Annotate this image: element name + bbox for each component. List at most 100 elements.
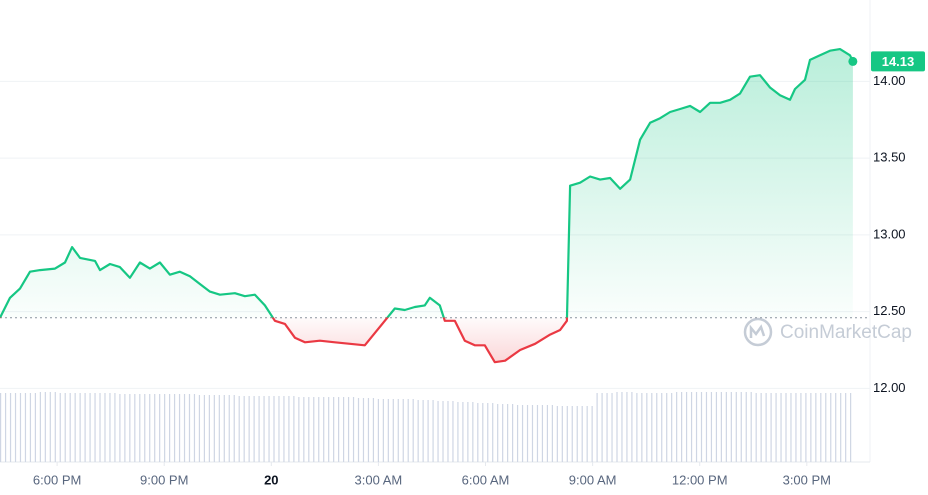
x-tick-label: 6:00 PM	[33, 472, 81, 487]
volume-bar	[442, 401, 444, 462]
volume-bar	[835, 393, 837, 462]
y-tick-label: 12.50	[873, 303, 906, 318]
volume-bar	[576, 406, 578, 462]
volume-bar	[412, 399, 414, 462]
x-tick-label: 9:00 PM	[140, 472, 188, 487]
volume-bar	[750, 392, 752, 462]
volume-bar	[546, 405, 549, 462]
volume-bar	[507, 404, 509, 462]
volume-bar	[79, 393, 81, 462]
volume-bar	[695, 392, 698, 462]
volume-bar	[497, 404, 499, 462]
volume-bar	[556, 406, 558, 462]
x-tick-label: 20	[264, 472, 278, 487]
volume-bar	[89, 393, 91, 462]
volume-bar	[119, 394, 121, 462]
volume-bar	[293, 396, 295, 462]
volume-bar	[338, 397, 340, 462]
volume-bar	[785, 393, 787, 462]
volume-bar	[462, 402, 464, 462]
volume-bar	[521, 405, 524, 462]
volume-bar	[223, 395, 225, 462]
volume-bar	[710, 392, 713, 462]
volume-bar	[134, 394, 136, 462]
y-tick-label: 13.50	[873, 150, 906, 165]
y-tick-label: 13.00	[873, 226, 906, 241]
volume-bar	[347, 397, 350, 462]
volume-bar	[407, 399, 409, 462]
volume-bar	[437, 401, 439, 462]
volume-bar	[810, 393, 812, 462]
volume-bar	[795, 393, 797, 462]
price-tag	[871, 51, 925, 72]
volume-bar	[124, 394, 126, 462]
volume-bar	[661, 393, 663, 462]
volume-bar	[9, 393, 12, 462]
volume-bar	[422, 400, 424, 462]
volume-bar	[154, 394, 156, 462]
volume-bar	[0, 393, 2, 462]
volume-bar	[581, 406, 583, 462]
volume-bar	[526, 405, 529, 462]
volume-bar	[457, 402, 459, 462]
volume-bar	[531, 405, 534, 462]
volume-bar	[382, 399, 384, 462]
volume-bar	[49, 392, 51, 462]
volume-bar	[218, 395, 220, 462]
x-tick-label: 12:00 PM	[672, 472, 728, 487]
volume-bar	[760, 393, 762, 462]
volume-bar	[417, 400, 419, 462]
volume-bar	[541, 405, 544, 462]
volume-bar	[139, 394, 141, 462]
volume-bar	[512, 404, 514, 462]
volume-bar	[705, 392, 708, 462]
volume-bar	[39, 392, 41, 462]
volume-bar	[183, 394, 186, 462]
volume-bar	[561, 406, 563, 462]
volume-bar	[536, 405, 539, 462]
volume-bar	[636, 393, 638, 462]
volume-bar	[397, 399, 399, 462]
volume-bar	[586, 406, 588, 462]
volume-bar	[641, 393, 643, 462]
volume-bar	[243, 396, 245, 462]
volume-bar	[616, 392, 618, 462]
volume-bar	[44, 392, 46, 462]
volume-bar	[323, 397, 325, 462]
volume-bar	[566, 406, 568, 462]
volume-bar	[303, 397, 305, 462]
volume-bar	[715, 392, 718, 462]
volume-bar	[631, 392, 633, 462]
volume-bar	[571, 406, 573, 462]
volume-bar	[840, 393, 842, 462]
volume-bar	[651, 393, 653, 462]
volume-bar	[740, 392, 742, 462]
volume-bar	[362, 398, 365, 462]
volume-bar	[770, 393, 772, 462]
volume-bar	[745, 392, 747, 462]
volume-bar	[656, 393, 658, 462]
volume-bar	[273, 396, 275, 462]
volume-bar	[298, 397, 300, 462]
volume-bar	[402, 399, 404, 462]
volume-bar	[268, 396, 270, 462]
volume-bar	[99, 393, 101, 462]
volume-bar	[333, 397, 335, 462]
area	[0, 49, 853, 363]
volume-bar	[830, 393, 832, 462]
volume-bar	[825, 393, 827, 462]
volume-bar	[611, 393, 613, 462]
volume-bar	[596, 393, 598, 462]
volume-bar	[104, 393, 106, 462]
volume-bar	[169, 394, 171, 462]
volume-bar	[308, 397, 310, 462]
x-tick-label: 9:00 AM	[569, 472, 617, 487]
volume-bar	[164, 394, 166, 462]
volume-bar	[820, 393, 822, 462]
x-tick-label: 3:00 PM	[783, 472, 831, 487]
volume-bar	[477, 403, 479, 462]
volume-bar	[342, 397, 345, 462]
price-line	[0, 48, 854, 364]
volume-bar	[626, 392, 628, 462]
